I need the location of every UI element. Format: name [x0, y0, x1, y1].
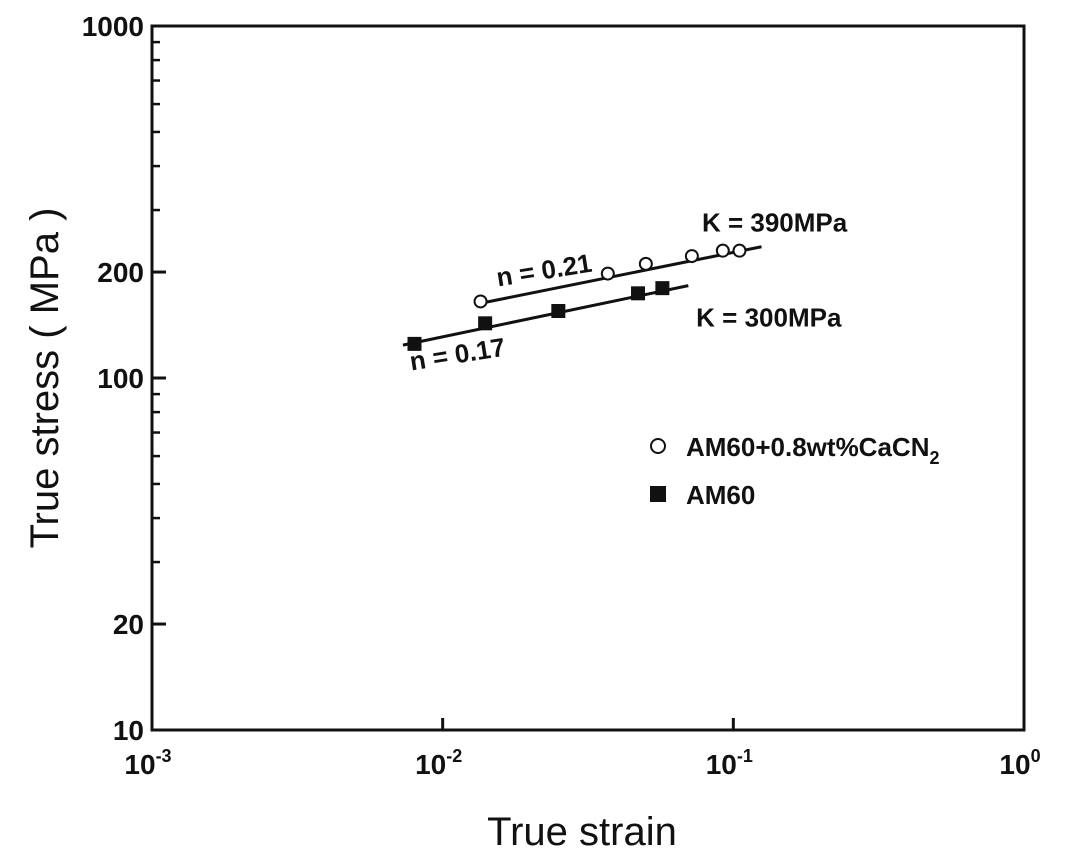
- legend-marker-series-0: [650, 438, 666, 454]
- x-tick-base-2: 10: [706, 749, 737, 780]
- x-axis-ticks: 10-3 10-2 10-1 100: [124, 718, 1041, 780]
- legend-marker-series-1: [650, 486, 666, 502]
- point-series-0-3: [684, 249, 699, 264]
- point-series-1-4: [655, 281, 670, 296]
- x-tick-base-3: 10: [999, 749, 1030, 780]
- y-tick-label-4: 10: [113, 715, 144, 746]
- x-axis-title: True strain: [487, 810, 677, 854]
- x-tick-label-1: 10-2: [415, 746, 462, 780]
- data-points: [407, 243, 747, 351]
- annotation-series-0-1: K = 390MPa: [702, 207, 848, 237]
- annotation-series-1-1: K = 300MPa: [696, 303, 842, 333]
- legend-label-subscript-0: 2: [929, 448, 939, 468]
- x-tick-label-3: 100: [999, 746, 1040, 780]
- y-tick-label-1: 200: [97, 257, 144, 288]
- legend: AM60+0.8wt%CaCN2 AM60: [650, 432, 940, 510]
- point-series-0-2: [638, 256, 653, 271]
- point-series-0-4: [715, 243, 730, 258]
- fit-line-series-1: [402, 284, 689, 347]
- y-axis-ticks: 1000 200 100 20 10: [82, 11, 166, 746]
- point-series-0-5: [732, 243, 747, 258]
- x-tick-exp-3: 0: [1031, 746, 1041, 766]
- x-tick-exp-2: -1: [737, 746, 753, 766]
- x-tick-label-2: 10-1: [706, 746, 753, 780]
- point-series-1-1: [478, 316, 493, 331]
- x-tick-base-0: 10: [124, 749, 155, 780]
- point-series-1-3: [631, 286, 646, 301]
- legend-label-series-1: AM60: [686, 480, 755, 510]
- x-tick-base-1: 10: [415, 749, 446, 780]
- fit-line-series-0: [475, 245, 762, 306]
- point-series-1-0: [407, 336, 422, 351]
- y-tick-label-0: 1000: [82, 11, 144, 42]
- x-tick-exp-1: -2: [446, 746, 462, 766]
- annotation-series-1-0: n = 0.17: [408, 332, 508, 377]
- annotation-series-0-0: n = 0.21: [494, 248, 594, 293]
- x-tick-exp-0: -3: [156, 746, 172, 766]
- point-series-1-2: [551, 304, 566, 319]
- y-tick-label-3: 20: [113, 609, 144, 640]
- legend-label-series-0: AM60+0.8wt%CaCN2: [686, 432, 940, 468]
- legend-label-main-1: AM60: [686, 480, 755, 510]
- y-axis-title: True stress ( MPa ): [23, 208, 67, 549]
- annotations: n = 0.21 K = 390MPa n = 0.17 K = 300MPa: [408, 207, 848, 376]
- x-tick-label-0: 10-3: [124, 746, 171, 780]
- point-series-0-0: [473, 294, 488, 309]
- plot-frame: [150, 24, 1026, 732]
- point-series-0-1: [600, 266, 615, 281]
- legend-label-main-0: AM60+0.8wt%CaCN: [686, 432, 929, 462]
- y-tick-label-2: 100: [97, 363, 144, 394]
